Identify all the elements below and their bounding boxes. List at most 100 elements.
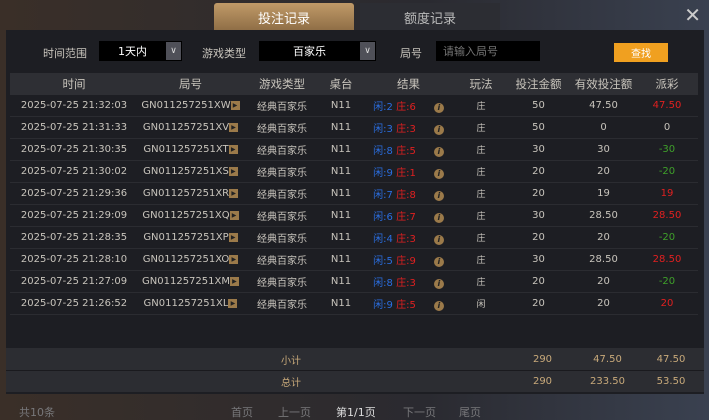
header-play: 玩法 — [469, 77, 493, 91]
tab-credit-records[interactable]: 额度记录 — [360, 3, 500, 31]
table-row: 2025-07-25 21:28:35 GN011257251XP ▶ 经典百家乐… — [10, 227, 698, 249]
result: 闲:9 庄:1 i — [361, 164, 456, 179]
next-page-link[interactable]: 下一页 — [403, 406, 436, 419]
round-id-text: GN011257251XQ — [142, 210, 230, 221]
bet-amount: 30 — [532, 144, 545, 155]
banker-result: 庄:5 — [396, 300, 416, 311]
round-id[interactable]: GN011257251XP ▶ — [138, 232, 243, 243]
bet-time: 2025-07-25 21:32:03 — [20, 100, 128, 111]
bet-type: 庄 — [476, 234, 486, 244]
info-icon[interactable]: i — [433, 191, 444, 201]
result: 闲:2 庄:6 i — [361, 98, 456, 113]
play-video-icon[interactable]: ▶ — [229, 188, 239, 198]
round-id[interactable]: GN011257251XM ▶ — [138, 276, 243, 287]
bet-time: 2025-07-25 21:26:52 — [20, 298, 128, 309]
round-id[interactable]: GN011257251XV ▶ — [138, 122, 243, 133]
prev-page-link[interactable]: 上一页 — [278, 406, 311, 419]
round-id[interactable]: GN011257251XQ ▶ — [138, 210, 243, 221]
bet-time: 2025-07-25 21:29:36 — [20, 188, 128, 199]
records-panel: 时间范围 1天内 ∨ 游戏类型 百家乐 ∨ 局号 查找 时间 局号 游戏类型 桌台 … — [6, 30, 704, 394]
header-bet: 投注金额 — [515, 77, 562, 91]
round-input[interactable] — [436, 41, 540, 61]
table-name: N11 — [330, 166, 352, 177]
play-video-icon[interactable]: ▶ — [228, 144, 238, 154]
table-name: N11 — [330, 100, 352, 111]
bet-type: 庄 — [476, 190, 486, 200]
table-name: N11 — [330, 188, 352, 199]
round-id-text: GN011257251XR — [142, 188, 230, 199]
game-type: 经典百家乐 — [257, 300, 307, 311]
bet-type: 庄 — [476, 146, 486, 156]
round-id-text: GN011257251XM — [142, 276, 230, 287]
player-result: 闲:7 — [373, 190, 393, 201]
valid-bet: 30 — [597, 144, 610, 155]
close-icon[interactable]: ✕ — [684, 3, 701, 27]
table-row: 2025-07-25 21:30:35 GN011257251XT ▶ 经典百家乐… — [10, 139, 698, 161]
filter-bar: 时间范围 1天内 ∨ 游戏类型 百家乐 ∨ 局号 查找 — [6, 41, 704, 63]
find-button[interactable]: 查找 — [614, 43, 668, 62]
payout: 0 — [663, 122, 671, 133]
payout: -20 — [658, 166, 676, 177]
bet-time: 2025-07-25 21:31:33 — [20, 122, 128, 133]
play-video-icon[interactable]: ▶ — [228, 166, 238, 176]
result: 闲:8 庄:3 i — [361, 274, 456, 289]
round-id[interactable]: GN011257251XO ▶ — [138, 254, 243, 265]
round-id[interactable]: GN011257251XS ▶ — [138, 166, 243, 177]
game-type-select[interactable]: 百家乐 ∨ — [259, 41, 376, 61]
bet-amount: 20 — [532, 298, 545, 309]
player-result: 闲:6 — [373, 212, 393, 223]
table-name: N11 — [330, 254, 352, 265]
bet-amount: 30 — [532, 210, 545, 221]
info-icon[interactable]: i — [433, 213, 444, 223]
table-name: N11 — [330, 144, 352, 155]
chevron-down-icon: ∨ — [166, 42, 181, 60]
info-icon[interactable]: i — [433, 103, 444, 113]
current-page: 第1/1页 — [336, 406, 376, 419]
info-icon[interactable]: i — [433, 235, 444, 245]
valid-bet: 20 — [597, 298, 610, 309]
result: 闲:4 庄:3 i — [361, 230, 456, 245]
time-range-select[interactable]: 1天内 ∨ — [99, 41, 182, 61]
total-row: 总计 290 233.50 53.50 — [6, 370, 704, 392]
bet-amount: 20 — [532, 276, 545, 287]
payout: -20 — [658, 276, 676, 287]
round-label: 局号 — [400, 47, 422, 60]
payout: 47.50 — [652, 100, 682, 111]
info-icon[interactable]: i — [433, 147, 444, 157]
play-video-icon[interactable]: ▶ — [228, 298, 238, 308]
bet-amount: 50 — [532, 100, 545, 111]
payout: -20 — [658, 232, 676, 243]
valid-bet: 0 — [600, 122, 607, 133]
play-video-icon[interactable]: ▶ — [228, 232, 238, 242]
bet-amount: 20 — [532, 232, 545, 243]
tab-bet-records[interactable]: 投注记录 — [214, 3, 354, 31]
bet-type: 庄 — [476, 168, 486, 178]
play-video-icon[interactable]: ▶ — [229, 210, 239, 220]
play-video-icon[interactable]: ▶ — [229, 122, 239, 132]
game-type: 经典百家乐 — [257, 234, 307, 245]
info-icon[interactable]: i — [433, 279, 444, 289]
play-video-icon[interactable]: ▶ — [230, 100, 240, 110]
banker-result: 庄:3 — [396, 234, 416, 245]
banker-result: 庄:1 — [396, 168, 416, 179]
header-game: 游戏类型 — [259, 77, 305, 91]
player-result: 闲:8 — [373, 278, 393, 289]
bet-time: 2025-07-25 21:30:02 — [20, 166, 128, 177]
round-id[interactable]: GN011257251XR ▶ — [138, 188, 243, 199]
game-type: 经典百家乐 — [257, 146, 307, 157]
last-page-link[interactable]: 尾页 — [459, 406, 481, 419]
bet-type: 庄 — [476, 278, 486, 288]
play-video-icon[interactable]: ▶ — [229, 254, 239, 264]
game-type-value: 百家乐 — [293, 45, 326, 58]
total-payout: 53.50 — [656, 376, 686, 387]
round-id[interactable]: GN011257251XT ▶ — [138, 144, 243, 155]
bet-type: 庄 — [476, 212, 486, 222]
info-icon[interactable]: i — [433, 301, 444, 311]
first-page-link[interactable]: 首页 — [231, 406, 253, 419]
info-icon[interactable]: i — [433, 169, 444, 179]
play-video-icon[interactable]: ▶ — [229, 276, 239, 286]
info-icon[interactable]: i — [433, 125, 444, 135]
info-icon[interactable]: i — [433, 257, 444, 267]
round-id[interactable]: GN011257251XW ▶ — [138, 100, 243, 111]
round-id[interactable]: GN011257251XL ▶ — [138, 298, 243, 309]
